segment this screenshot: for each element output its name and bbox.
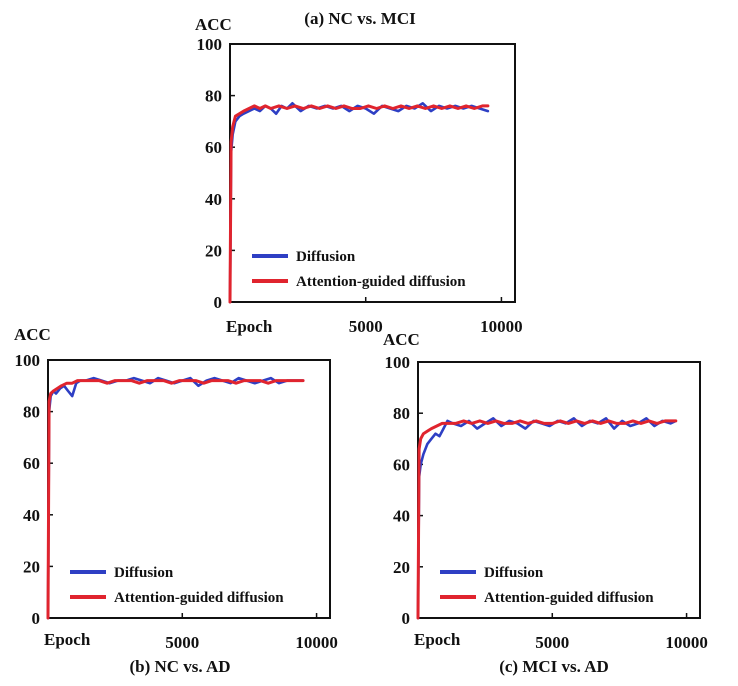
series-line-attention-guided xyxy=(228,104,490,304)
y-tick-label: 60 xyxy=(23,454,40,473)
y-tick-label: 0 xyxy=(32,609,41,628)
y-tick-label: 80 xyxy=(393,404,410,423)
legend-entry: Attention-guided diffusion xyxy=(114,590,284,606)
legend-entry: Attention-guided diffusion xyxy=(484,590,654,606)
y-tick-label: 80 xyxy=(23,403,40,422)
y-axis-label: ACC xyxy=(383,330,420,349)
y-tick-label: 40 xyxy=(393,507,410,526)
y-tick-label: 40 xyxy=(23,506,40,525)
x-axis-label: Epoch xyxy=(226,317,273,336)
x-axis-label: Epoch xyxy=(44,630,91,649)
series-line-diffusion xyxy=(46,376,305,620)
x-tick-label: 5000 xyxy=(165,633,199,652)
series-line-diffusion xyxy=(228,102,490,304)
plot-frame xyxy=(229,43,516,303)
y-tick-label: 0 xyxy=(214,293,223,312)
y-tick-label: 100 xyxy=(197,35,223,54)
plot-frame xyxy=(417,361,701,619)
legend-entry: Diffusion xyxy=(296,249,356,265)
x-tick-label: 5000 xyxy=(349,317,383,336)
x-axis-label: Epoch xyxy=(414,630,461,649)
chart-panel-b: (b) NC vs. AD ACC 0 20 40 60 80 100 Epoch 5000 100… xyxy=(14,325,338,676)
series-line-attention-guided xyxy=(46,379,305,620)
x-tick-label: 10000 xyxy=(480,317,523,336)
y-tick-label: 60 xyxy=(393,455,410,474)
y-tick-label: 20 xyxy=(205,241,222,260)
series-line-attention-guided xyxy=(416,419,678,620)
legend-entry: Diffusion xyxy=(114,565,174,581)
x-tick-label: 10000 xyxy=(665,633,708,652)
y-tick-label: 20 xyxy=(393,558,410,577)
plot-frame xyxy=(47,359,331,619)
y-tick-label: 20 xyxy=(23,557,40,576)
legend-entry: Diffusion xyxy=(484,565,544,581)
legend-entry: Attention-guided diffusion xyxy=(296,274,466,290)
y-tick-label: 80 xyxy=(205,87,222,106)
x-tick-label: 10000 xyxy=(295,633,338,652)
x-tick-label: 5000 xyxy=(535,633,569,652)
y-axis-label: ACC xyxy=(195,15,232,34)
chart-title: (b) NC vs. AD xyxy=(129,657,230,676)
y-tick-label: 100 xyxy=(15,351,41,370)
y-axis-label: ACC xyxy=(14,325,51,344)
y-tick-label: 0 xyxy=(402,609,411,628)
series-line-diffusion xyxy=(416,417,678,620)
chart-title: (a) NC vs. MCI xyxy=(304,9,416,28)
chart-title: (c) MCI vs. AD xyxy=(499,657,609,676)
y-tick-label: 60 xyxy=(205,138,222,157)
y-tick-label: 40 xyxy=(205,190,222,209)
chart-panel-c: (c) MCI vs. AD ACC 0 20 40 60 80 100 Epoch 5000 10… xyxy=(383,330,708,676)
chart-panel-a: (a) NC vs. MCI ACC 0 20 40 60 80 100 Epoch 5000 10… xyxy=(195,9,523,336)
y-tick-label: 100 xyxy=(385,353,411,372)
